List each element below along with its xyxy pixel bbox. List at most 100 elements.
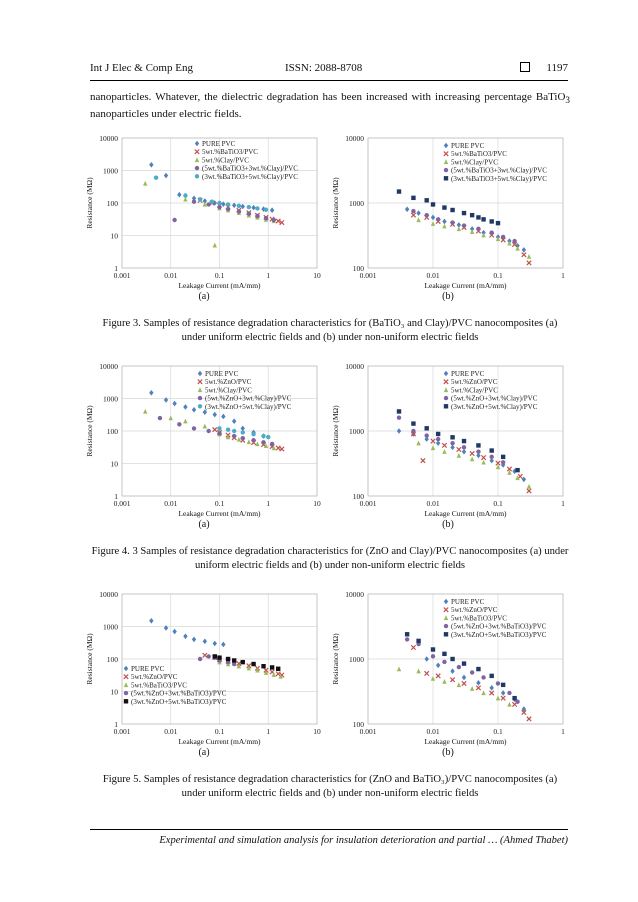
y-tick-label: 100 <box>353 492 365 501</box>
data-point <box>495 460 501 466</box>
data-point <box>476 443 481 448</box>
data-point <box>177 191 182 198</box>
header-rule <box>90 80 568 81</box>
legend-marker <box>443 379 449 385</box>
data-point <box>480 454 487 461</box>
plot-frame <box>367 137 564 269</box>
data-point <box>435 662 441 669</box>
plot-frame <box>121 593 318 725</box>
data-point <box>495 681 501 686</box>
data-point <box>183 196 188 202</box>
data-point <box>396 409 402 414</box>
data-point <box>255 213 260 219</box>
data-point <box>500 690 506 696</box>
legend-entry: (5wt.%BaTiO3+3wt.%Clay)/PVC <box>202 165 298 173</box>
data-point <box>255 667 260 673</box>
data-point <box>521 252 527 258</box>
data-point <box>149 617 154 624</box>
data-point <box>246 204 252 210</box>
data-point <box>197 197 203 202</box>
data-point <box>240 430 245 435</box>
data-point <box>191 406 197 413</box>
fig4-label-b: (b) <box>442 519 454 530</box>
data-point <box>236 436 242 442</box>
legend-marker <box>443 176 449 181</box>
fig5-label-b: (b) <box>442 747 454 758</box>
legend-marker <box>443 395 449 401</box>
plot-frame <box>367 365 564 497</box>
data-point <box>495 220 501 226</box>
data-point <box>476 215 481 220</box>
data-point <box>271 672 277 677</box>
y-tick-label: 10000 <box>345 590 364 599</box>
data-point <box>430 438 436 444</box>
data-point <box>515 245 520 251</box>
data-point <box>255 441 260 447</box>
data-point <box>246 665 252 671</box>
data-point <box>411 208 416 214</box>
data-point <box>511 241 518 248</box>
data-point <box>442 205 447 210</box>
data-point <box>461 680 467 687</box>
legend-entry: (3wt.%ZnO+5wt.%BaTiO3)/PVC <box>451 631 547 639</box>
data-point <box>225 206 231 212</box>
y-tick-label: 10000 <box>99 590 118 599</box>
data-point <box>404 206 410 213</box>
legend-entry: (5wt.%BaTiO3+3wt.%Clay)/PVC <box>451 167 547 175</box>
page-number-group: 1197 <box>520 62 568 74</box>
data-point <box>271 445 277 451</box>
data-point <box>410 212 417 218</box>
data-point <box>450 444 455 451</box>
y-axis-label: Resistance (MΩ) <box>331 177 340 229</box>
data-point <box>263 207 269 212</box>
x-tick-label: 0.1 <box>215 499 225 508</box>
data-point <box>500 460 506 465</box>
data-point <box>240 436 245 441</box>
series-2 <box>410 431 532 494</box>
data-point <box>435 673 441 679</box>
data-point <box>231 658 237 663</box>
data-point <box>489 454 494 460</box>
y-tick-label: 100 <box>353 720 365 729</box>
data-point <box>489 448 494 453</box>
series-4 <box>157 415 275 447</box>
legend-marker <box>123 674 129 680</box>
legend-entry: 5wt.%BaTiO3/PVC <box>451 614 507 622</box>
data-point <box>461 210 467 216</box>
data-point <box>442 651 447 657</box>
data-point <box>456 446 462 453</box>
data-point <box>251 204 256 211</box>
x-tick-label: 10 <box>313 499 321 508</box>
data-point <box>430 221 436 226</box>
series-5 <box>404 632 517 701</box>
y-axis-label: Resistance (MΩ) <box>331 405 340 457</box>
x-tick-label: 0.01 <box>164 499 177 508</box>
legend-entry: (5wt.%ZnO+3wt.%BaTiO3)/PVC <box>451 623 547 631</box>
legend-marker <box>443 142 449 149</box>
data-point <box>197 656 203 662</box>
legend-marker <box>194 165 200 171</box>
x-axis-label: Leakage Current (mA/mm) <box>424 281 507 290</box>
data-point <box>442 223 447 229</box>
data-point <box>461 438 467 444</box>
legend-marker <box>194 149 200 155</box>
series-5 <box>212 654 281 671</box>
x-axis-label: Leakage Current (mA/mm) <box>424 509 507 518</box>
legend-entry: (5wt.%ZnO+3wt.%Clay)/PVC <box>451 395 538 403</box>
data-point <box>450 435 455 440</box>
figure-4b-chart: 100 1000 10000 0.001 0.01 0.1 1 Leakage Current… <box>331 362 565 518</box>
data-point <box>396 666 402 672</box>
fig3-label-b: (b) <box>442 291 454 302</box>
data-point <box>278 673 283 679</box>
data-point <box>526 716 532 722</box>
legend-entry: 5wt.%ZnO/PVC <box>205 378 252 386</box>
x-tick-label: 0.001 <box>360 271 377 280</box>
legend-marker <box>123 665 129 672</box>
y-tick-label: 1000 <box>349 427 364 436</box>
x-tick-label: 0.1 <box>493 727 503 736</box>
x-axis-label: Leakage Current (mA/mm) <box>424 737 507 746</box>
data-point <box>424 426 429 431</box>
fig5-label-a: (a) <box>198 747 210 758</box>
data-point <box>469 212 475 218</box>
data-point <box>461 445 467 450</box>
